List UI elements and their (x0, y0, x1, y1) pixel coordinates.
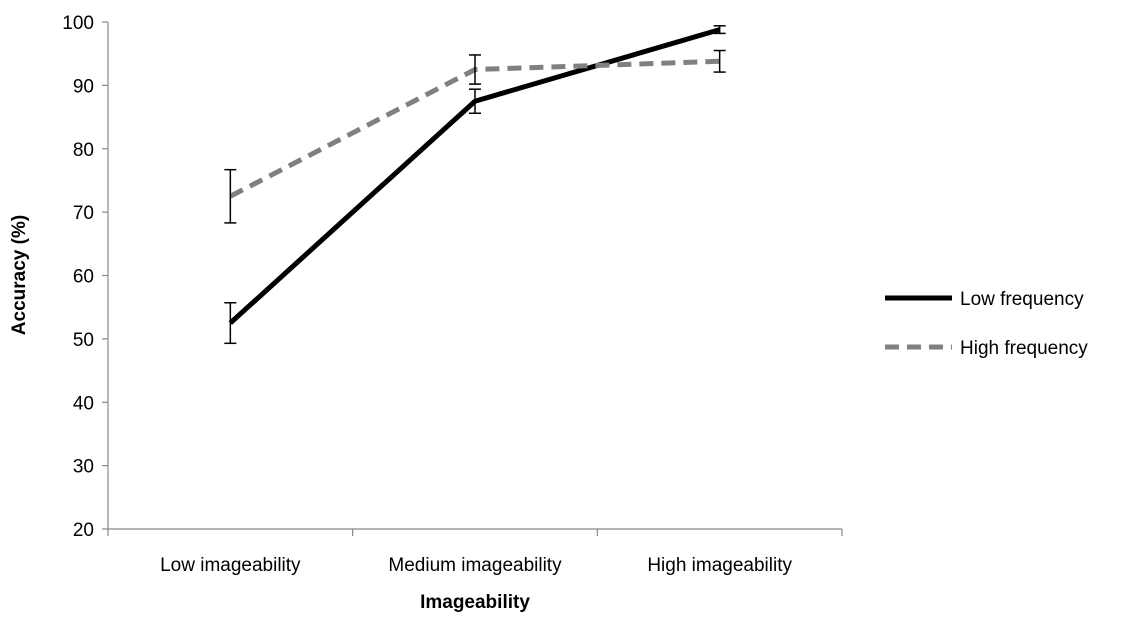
x-axis-title: Imageability (420, 592, 530, 613)
x-tick-label: Medium imageability (388, 555, 562, 576)
series-layer (224, 25, 726, 345)
y-tick-label: 30 (73, 457, 94, 478)
y-tick-label: 20 (73, 520, 94, 541)
y-tick-label: 50 (73, 330, 94, 351)
y-tick-label: 90 (73, 76, 94, 97)
y-axis-title: Accuracy (%) (9, 215, 30, 335)
y-tick-label: 60 (73, 267, 94, 288)
y-tick-label: 100 (62, 13, 94, 34)
x-tick-label: High imageability (647, 555, 792, 576)
legend-label: High frequency (960, 338, 1088, 359)
y-ticks: 20 30 40 50 60 70 80 90 100 (62, 13, 108, 541)
y-tick-label: 80 (73, 140, 94, 161)
x-axis: Low imageability Medium imageability High … (107, 528, 843, 576)
y-tick-label: 70 (73, 203, 94, 224)
x-tick-label: Low imageability (160, 555, 301, 576)
y-axis: 20 30 40 50 60 70 80 90 100 (62, 13, 109, 541)
series-0 (224, 25, 726, 345)
legend: Low frequency High frequency (885, 289, 1088, 359)
legend-label: Low frequency (960, 289, 1084, 310)
y-tick-label: 40 (73, 393, 94, 414)
x-ticks: Low imageability Medium imageability High … (107, 529, 843, 576)
series-1 (224, 49, 726, 224)
